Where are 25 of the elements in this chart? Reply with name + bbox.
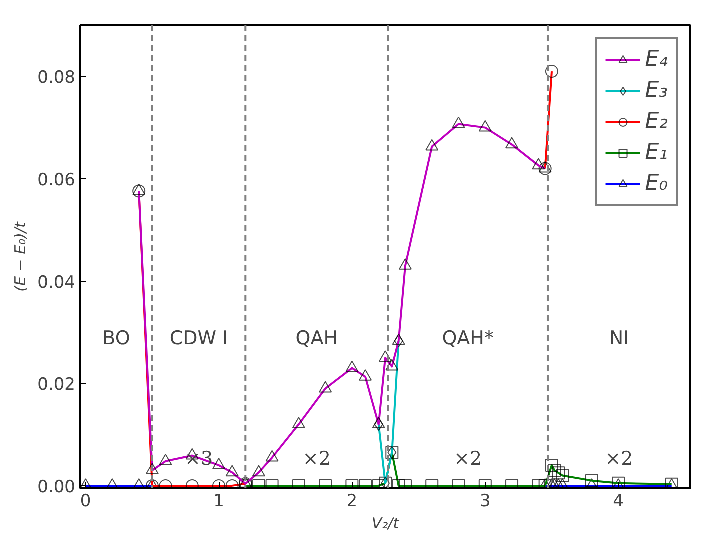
legend-label: E₄ xyxy=(645,47,668,72)
annotation: QAH xyxy=(296,328,338,350)
x-tick-label: 2 xyxy=(346,492,358,512)
annotation: CDW I xyxy=(170,328,228,350)
annotation: ×2 xyxy=(454,448,482,470)
annotation: ×2 xyxy=(302,448,331,470)
y-axis-title: (E − E₀)/t xyxy=(12,221,30,292)
annotation: QAH* xyxy=(442,328,494,350)
y-tick-label: 0.06 xyxy=(38,170,76,190)
legend-label: E₂ xyxy=(645,109,668,134)
annotation: NI xyxy=(609,328,630,350)
x-tick-label: 1 xyxy=(214,492,224,512)
legend-label: E₁ xyxy=(645,140,668,165)
x-tick-label: 4 xyxy=(613,492,624,512)
legend-label: E₃ xyxy=(645,78,668,103)
y-tick-label: 0.02 xyxy=(38,375,76,396)
x-axis-title: V₂/t xyxy=(372,514,400,532)
annotation: ×2 xyxy=(605,448,634,470)
legend-label: E₀ xyxy=(645,171,668,196)
y-tick-label: 0.00 xyxy=(38,477,76,498)
y-tick-label: 0.08 xyxy=(38,68,76,88)
x-tick-label: 0 xyxy=(80,492,92,512)
x-tick-label: 3 xyxy=(480,492,491,512)
annotation: BO xyxy=(102,328,130,350)
y-tick-label: 0.04 xyxy=(38,272,76,293)
